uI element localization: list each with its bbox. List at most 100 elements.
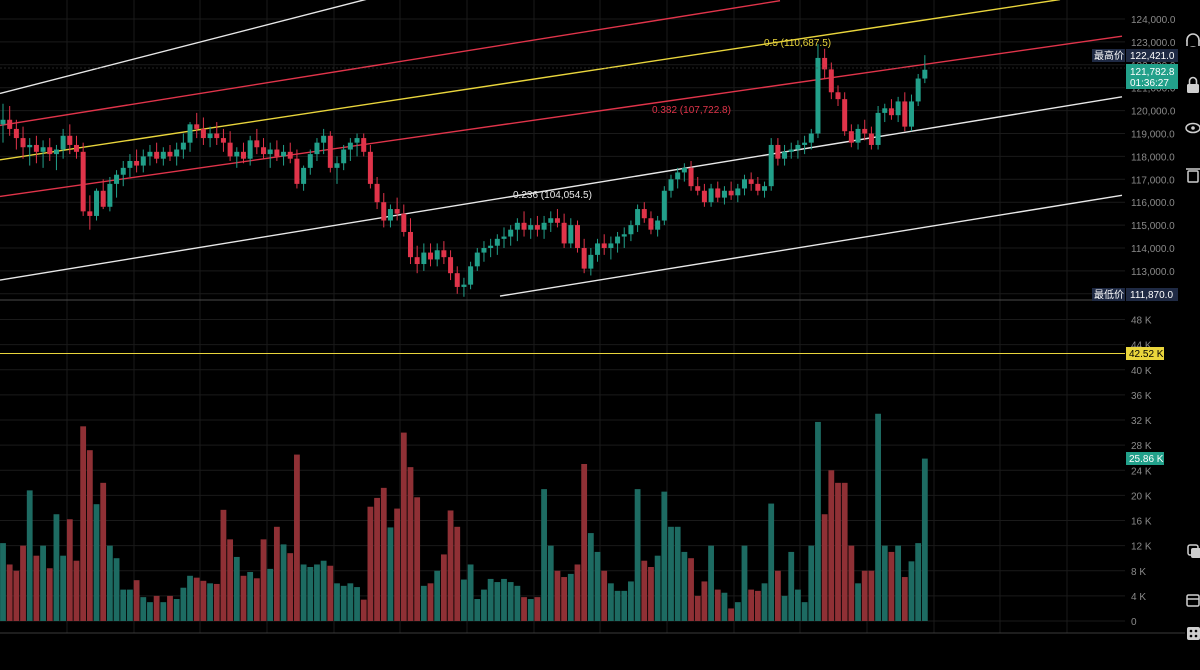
volume-bar bbox=[20, 545, 26, 621]
candle-body bbox=[675, 172, 681, 180]
side-toolbar[interactable] bbox=[1185, 33, 1200, 640]
volume-bar bbox=[921, 458, 928, 621]
last-price-value: 121,782.8 bbox=[1130, 67, 1175, 78]
volume-bar bbox=[754, 590, 761, 621]
candle-body bbox=[708, 188, 714, 203]
candle-body bbox=[615, 236, 621, 244]
candle-body bbox=[648, 218, 654, 230]
volume-bar bbox=[708, 545, 714, 621]
volume-bar bbox=[888, 551, 895, 621]
candle-body bbox=[341, 149, 347, 164]
channel-line-white[interactable] bbox=[499, 194, 1123, 297]
candle-body bbox=[762, 186, 768, 191]
candle-body bbox=[755, 183, 761, 191]
volume-bar bbox=[267, 568, 274, 621]
candle-body bbox=[160, 151, 166, 159]
candle-body bbox=[140, 156, 146, 166]
volume-level-value: 42.52 K bbox=[1129, 349, 1164, 360]
grid-lines bbox=[0, 0, 1125, 633]
candle-body bbox=[822, 57, 828, 70]
volume-bar bbox=[628, 581, 634, 621]
volume-bar bbox=[167, 595, 173, 621]
volume-bar bbox=[728, 608, 735, 621]
channel-line-red[interactable] bbox=[0, 0, 781, 127]
candle-body bbox=[488, 245, 494, 248]
eye-icon[interactable] bbox=[1185, 122, 1200, 134]
volume-bar bbox=[734, 602, 741, 621]
magnet-icon[interactable] bbox=[1186, 33, 1200, 47]
candle-body bbox=[234, 151, 240, 157]
candle-body bbox=[768, 144, 774, 187]
volume-bar bbox=[300, 564, 307, 621]
candle-body bbox=[120, 167, 126, 175]
price-tick-label: 124,000.0 bbox=[1131, 15, 1176, 26]
volume-bar bbox=[86, 450, 93, 621]
volume-bar bbox=[13, 570, 20, 621]
candle-body bbox=[421, 252, 427, 265]
candle-body bbox=[40, 147, 46, 152]
candle-body bbox=[548, 218, 554, 223]
candle-body bbox=[428, 252, 434, 260]
candle-body bbox=[862, 128, 868, 134]
price-tick-label: 123,000.0 bbox=[1131, 38, 1176, 49]
candle-body bbox=[474, 252, 480, 267]
volume-bar bbox=[774, 570, 781, 621]
channel-lines bbox=[0, 0, 1123, 297]
candle-body bbox=[347, 142, 353, 150]
layers-icon[interactable] bbox=[1187, 544, 1200, 558]
candle-body bbox=[334, 163, 340, 168]
candle-body bbox=[434, 250, 440, 260]
channel-line-white[interactable] bbox=[0, 0, 370, 95]
volume-bar bbox=[481, 589, 487, 621]
volume-bar bbox=[835, 482, 841, 621]
grid-icon[interactable] bbox=[1187, 627, 1200, 640]
volume-bar bbox=[113, 558, 120, 621]
volume-bar bbox=[875, 413, 881, 621]
price-tick-label: 115,000.0 bbox=[1131, 221, 1175, 232]
volume-bar bbox=[440, 554, 447, 621]
channel-line-yellow[interactable] bbox=[0, 0, 1061, 161]
volume-bar bbox=[374, 497, 380, 621]
candle-body bbox=[307, 154, 313, 168]
volume-bar bbox=[795, 589, 801, 621]
volume-bar bbox=[420, 585, 427, 621]
lock-icon[interactable] bbox=[1187, 76, 1199, 93]
price-tick-label: 113,000.0 bbox=[1131, 267, 1175, 278]
candle-body bbox=[842, 99, 848, 132]
fib-label-0236: 0.236 (104,054.5) bbox=[513, 190, 592, 201]
volume-bar bbox=[541, 489, 547, 621]
volume-bar bbox=[581, 464, 588, 621]
volume-bar bbox=[607, 583, 614, 621]
volume-bar bbox=[668, 526, 674, 621]
volume-bar bbox=[487, 578, 494, 621]
volume-bar bbox=[701, 581, 708, 621]
channel-line-red[interactable] bbox=[0, 35, 1123, 198]
candle-body bbox=[621, 234, 627, 237]
channel-line-white[interactable] bbox=[0, 96, 1123, 281]
volume-bar bbox=[447, 510, 454, 621]
volume-level-tag: 42.52 K bbox=[1126, 347, 1164, 360]
volume-axis[interactable]: 48 K 44 K 40 K 36 K 32 K 28 K 24 K 20 K 16 K 12 K… bbox=[1131, 316, 1152, 628]
volume-tick-label: 28 K bbox=[1131, 441, 1152, 452]
candle-body bbox=[0, 119, 6, 125]
candle-body bbox=[554, 218, 560, 223]
candle-body bbox=[681, 167, 687, 173]
volume-bar bbox=[207, 583, 213, 621]
candle-body bbox=[848, 131, 854, 143]
volume-tick-label: 20 K bbox=[1131, 491, 1152, 502]
candle-body bbox=[902, 101, 908, 127]
candle-body bbox=[301, 167, 307, 184]
candle-body bbox=[808, 133, 814, 143]
calendar-icon[interactable] bbox=[1186, 594, 1200, 607]
volume-bar bbox=[193, 577, 200, 621]
trash-icon[interactable] bbox=[1186, 168, 1200, 183]
candle-body bbox=[247, 140, 253, 159]
candle-body bbox=[60, 135, 66, 150]
candle-body bbox=[274, 149, 280, 157]
price-tick-label: 120,000.0 bbox=[1131, 107, 1176, 118]
volume-bar bbox=[33, 555, 40, 621]
volume-bar bbox=[120, 589, 127, 621]
candle-body bbox=[174, 149, 180, 157]
candle-body bbox=[721, 190, 727, 198]
